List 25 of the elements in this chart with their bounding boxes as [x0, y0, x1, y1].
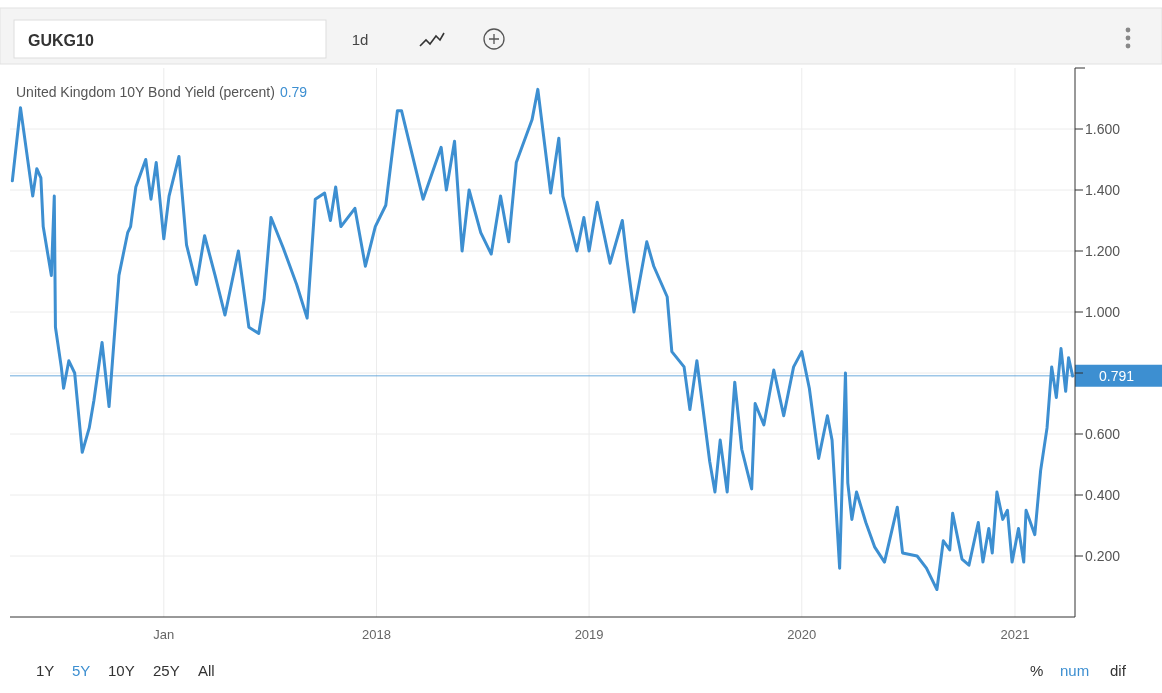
- y-tick-label: 0.200: [1085, 548, 1121, 564]
- y-tick-label: 0.400: [1085, 487, 1121, 503]
- text: 1d: [351, 31, 369, 48]
- text: 10Y: [108, 662, 135, 679]
- x-tick-label: Jan: [153, 627, 175, 642]
- x-tick-label: 2019: [574, 627, 604, 642]
- text: dif: [1110, 662, 1127, 679]
- y-tick-label: 1.600: [1085, 121, 1121, 137]
- x-tick-label: 2018: [362, 627, 391, 642]
- y-tick-label: 1.400: [1085, 182, 1121, 198]
- text: 25Y: [153, 662, 180, 679]
- text: num: [1060, 662, 1090, 679]
- annotation: 0.79: [279, 84, 308, 100]
- text: All: [198, 662, 215, 679]
- text: United Kingdom 10Y Bond Yield (percent): [16, 84, 275, 100]
- x-tick-label: 2020: [787, 627, 817, 642]
- y-tick-label: 1.200: [1085, 243, 1121, 259]
- text: 5Y: [72, 662, 91, 679]
- text: %: [1030, 662, 1044, 679]
- y-tick-label: 1.000: [1085, 304, 1121, 320]
- text: GUKG10: [28, 32, 94, 49]
- ref-line-label: 0.791: [1099, 367, 1135, 384]
- text: 1Y: [36, 662, 55, 679]
- y-tick-label: 0.600: [1085, 426, 1121, 442]
- x-tick-label: 2021: [1000, 627, 1030, 642]
